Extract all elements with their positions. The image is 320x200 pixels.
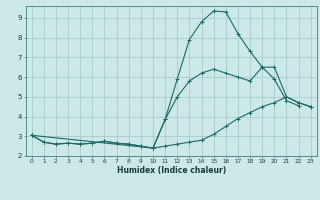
X-axis label: Humidex (Indice chaleur): Humidex (Indice chaleur): [116, 166, 226, 175]
